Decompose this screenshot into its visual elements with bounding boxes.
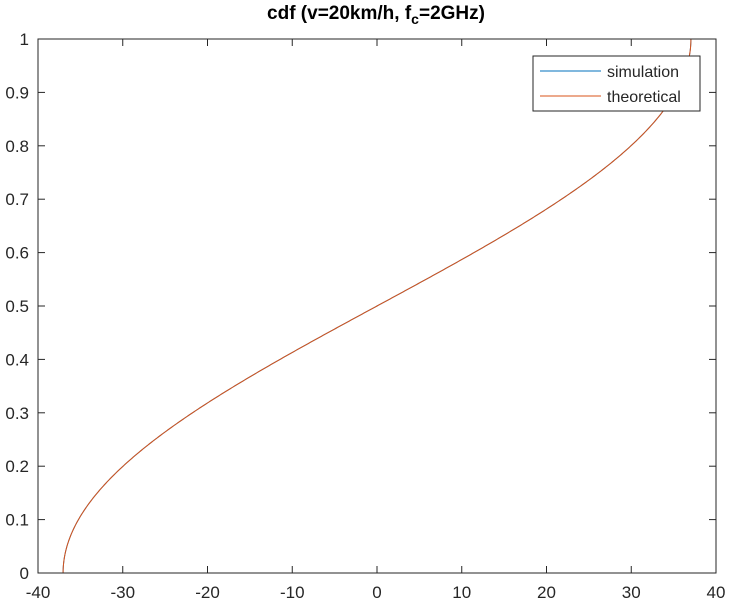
y-tick-label: 0.9 xyxy=(5,83,29,102)
y-tick-label: 0.6 xyxy=(5,244,29,263)
y-tick-label: 0.5 xyxy=(5,297,29,316)
legend-label-theoretical: theoretical xyxy=(607,89,681,106)
y-tick-label: 0.4 xyxy=(5,350,29,369)
x-tick-label: -10 xyxy=(280,583,305,602)
x-tick-label: 40 xyxy=(707,583,726,602)
legend: simulation theoretical xyxy=(532,55,701,112)
x-tick-label: -40 xyxy=(26,583,51,602)
y-tick-label: 1 xyxy=(20,30,29,49)
x-tick-label: 20 xyxy=(537,583,556,602)
y-tick-label: 0.1 xyxy=(5,511,29,530)
title-subscript: c xyxy=(411,11,419,27)
y-tick-label: 0.2 xyxy=(5,457,29,476)
series-layer xyxy=(62,39,692,573)
title-prefix: cdf (v=20km/h, f xyxy=(267,3,412,24)
x-tick-label: 30 xyxy=(622,583,641,602)
y-tick-label: 0.8 xyxy=(5,137,29,156)
y-tick-label: 0.7 xyxy=(5,190,29,209)
title-suffix: =2GHz) xyxy=(419,3,485,24)
legend-box xyxy=(532,55,701,112)
x-tick-label: 0 xyxy=(372,583,381,602)
y-tick-label: 0 xyxy=(20,564,29,583)
legend-label-simulation: simulation xyxy=(607,64,679,81)
x-tick-label: -30 xyxy=(110,583,135,602)
ticks-layer: -40 -30 -20 -10 0 10 20 30 40 0 0.1 0.2 0.3 0.4 0.5 0.6… xyxy=(5,30,725,602)
x-tick-label: 10 xyxy=(452,583,471,602)
series-line-theoretical xyxy=(62,39,692,573)
x-tick-label: -20 xyxy=(195,583,220,602)
y-tick-label: 0.3 xyxy=(5,404,29,423)
chart-title: cdf (v=20km/h, fc=2GHz) xyxy=(267,3,485,27)
